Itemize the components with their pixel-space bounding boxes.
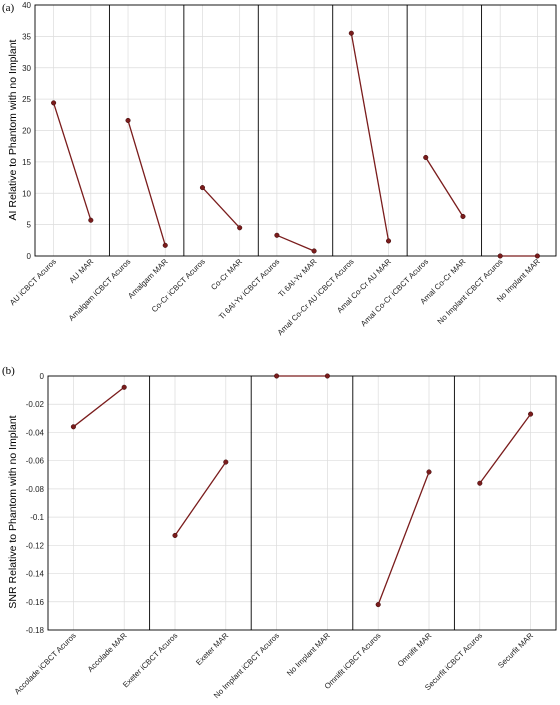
data-point-a-1-0 [125,117,131,124]
data-point-a-4-1 [385,238,392,244]
x-tick-label-a: Co-Cr MAR [209,257,244,292]
series-line-a-1 [127,120,166,246]
data-point-a-0-0 [51,100,57,106]
x-tick-label-a: Amal Co-Cr AU iCBCT Acuros [276,257,356,337]
data-point-b-4-1 [528,411,534,417]
y-tick-label-a: 40 [22,1,31,10]
x-tick-label-b: Securfit iCBCT Acuros [423,631,484,692]
x-tick-label-a: Amal Co-Cr iCBCT Acuros [359,257,430,328]
x-tick-label-b: No Implant MAR [285,631,332,678]
x-tick-label-a: Ti 6Al-Yv iCBCT Acuros [217,257,281,321]
series-line-b-0 [73,386,125,428]
x-tick-label-b: Omnifit MAR [396,631,434,669]
chart-b: (b) SNR Relative to Phantom with no Impl… [2,365,557,700]
series-line-b-3 [377,471,430,605]
y-tick-label-a: 0 [27,252,32,261]
x-tick-label-a: AU iCBCT Acuros [8,257,58,307]
y-tick-label-b: -0.18 [26,626,45,635]
y-tick-label-b: -0.04 [26,428,45,437]
data-point-a-0-1 [88,217,94,223]
x-tick-label-b: Securfit MAR [496,631,535,670]
y-tick-label-a: 5 [27,221,32,230]
series-line-b-4 [479,413,532,484]
x-tick-label-a: No Implant iCBCT Acuros [436,257,505,326]
data-point-a-3-1 [311,248,317,254]
x-tick-label-b: Exeter MAR [194,631,230,667]
data-point-b-4-0 [477,480,483,486]
data-point-a-6-0 [497,253,503,259]
panel-label-b: (b) [2,365,15,377]
data-point-a-2-0 [199,185,206,191]
y-axis-label-a: AI Relative to Phantom with no Implant [7,39,19,220]
data-point-b-2-1 [324,373,330,379]
series-line-a-5 [425,157,464,217]
series-line-a-2 [201,187,241,229]
data-point-a-5-1 [460,213,466,220]
x-tick-label-b: Omnifit iCBCT Acuros [323,631,383,691]
data-point-b-0-1 [121,384,127,390]
y-tick-label-b: -0.12 [26,541,45,550]
series-line-a-4 [350,33,390,242]
y-tick-label-b: -0.06 [26,457,45,466]
y-tick-label-b: 0 [40,372,45,381]
data-point-b-0-0 [70,424,76,430]
data-point-a-5-0 [423,154,429,161]
y-tick-label-a: 25 [22,95,31,104]
y-axis-label-b: SNR Relative to Phantom with no Implant [7,415,19,608]
data-point-b-1-1 [223,459,229,465]
y-tick-label-b: -0.02 [26,400,45,409]
y-tick-label-b: -0.14 [26,570,45,579]
y-tick-label-b: -0.1 [30,513,44,522]
y-tick-label-a: 10 [22,189,31,198]
series-line-a-3 [276,234,315,252]
series-line-b-1 [174,461,227,536]
y-tick-label-a: 35 [22,32,31,41]
data-point-a-1-1 [162,242,168,248]
series-line-a-0 [52,102,92,221]
data-point-a-6-1 [534,253,540,259]
plot-frame-a [34,4,557,257]
data-point-b-1-0 [172,532,178,539]
y-tick-label-b: -0.08 [26,485,45,494]
y-tick-label-a: 20 [22,127,31,136]
x-tick-label-a: Amalgam iCBCT Acuros [67,257,133,323]
data-point-b-3-1 [426,469,432,475]
x-tick-label-b: Exeter iCBCT Acuros [121,631,179,689]
chart-a: (a) AI Relative to Phantom with no Impla… [2,1,557,337]
x-tick-label-b: Accolade iCBCT Acuros [13,631,78,696]
data-point-b-2-0 [274,373,280,379]
y-tick-label-a: 30 [22,64,31,73]
data-point-a-3-0 [274,232,280,238]
y-tick-label-b: -0.16 [26,598,45,607]
data-point-a-4-0 [348,30,354,36]
x-tick-label-b: Accolade MAR [86,631,129,674]
data-point-a-2-1 [237,225,243,231]
y-tick-label-a: 15 [22,158,31,167]
panel-label-a: (a) [2,2,15,14]
x-tick-label-a: AU MAR [67,257,95,285]
data-point-b-3-0 [375,602,381,608]
